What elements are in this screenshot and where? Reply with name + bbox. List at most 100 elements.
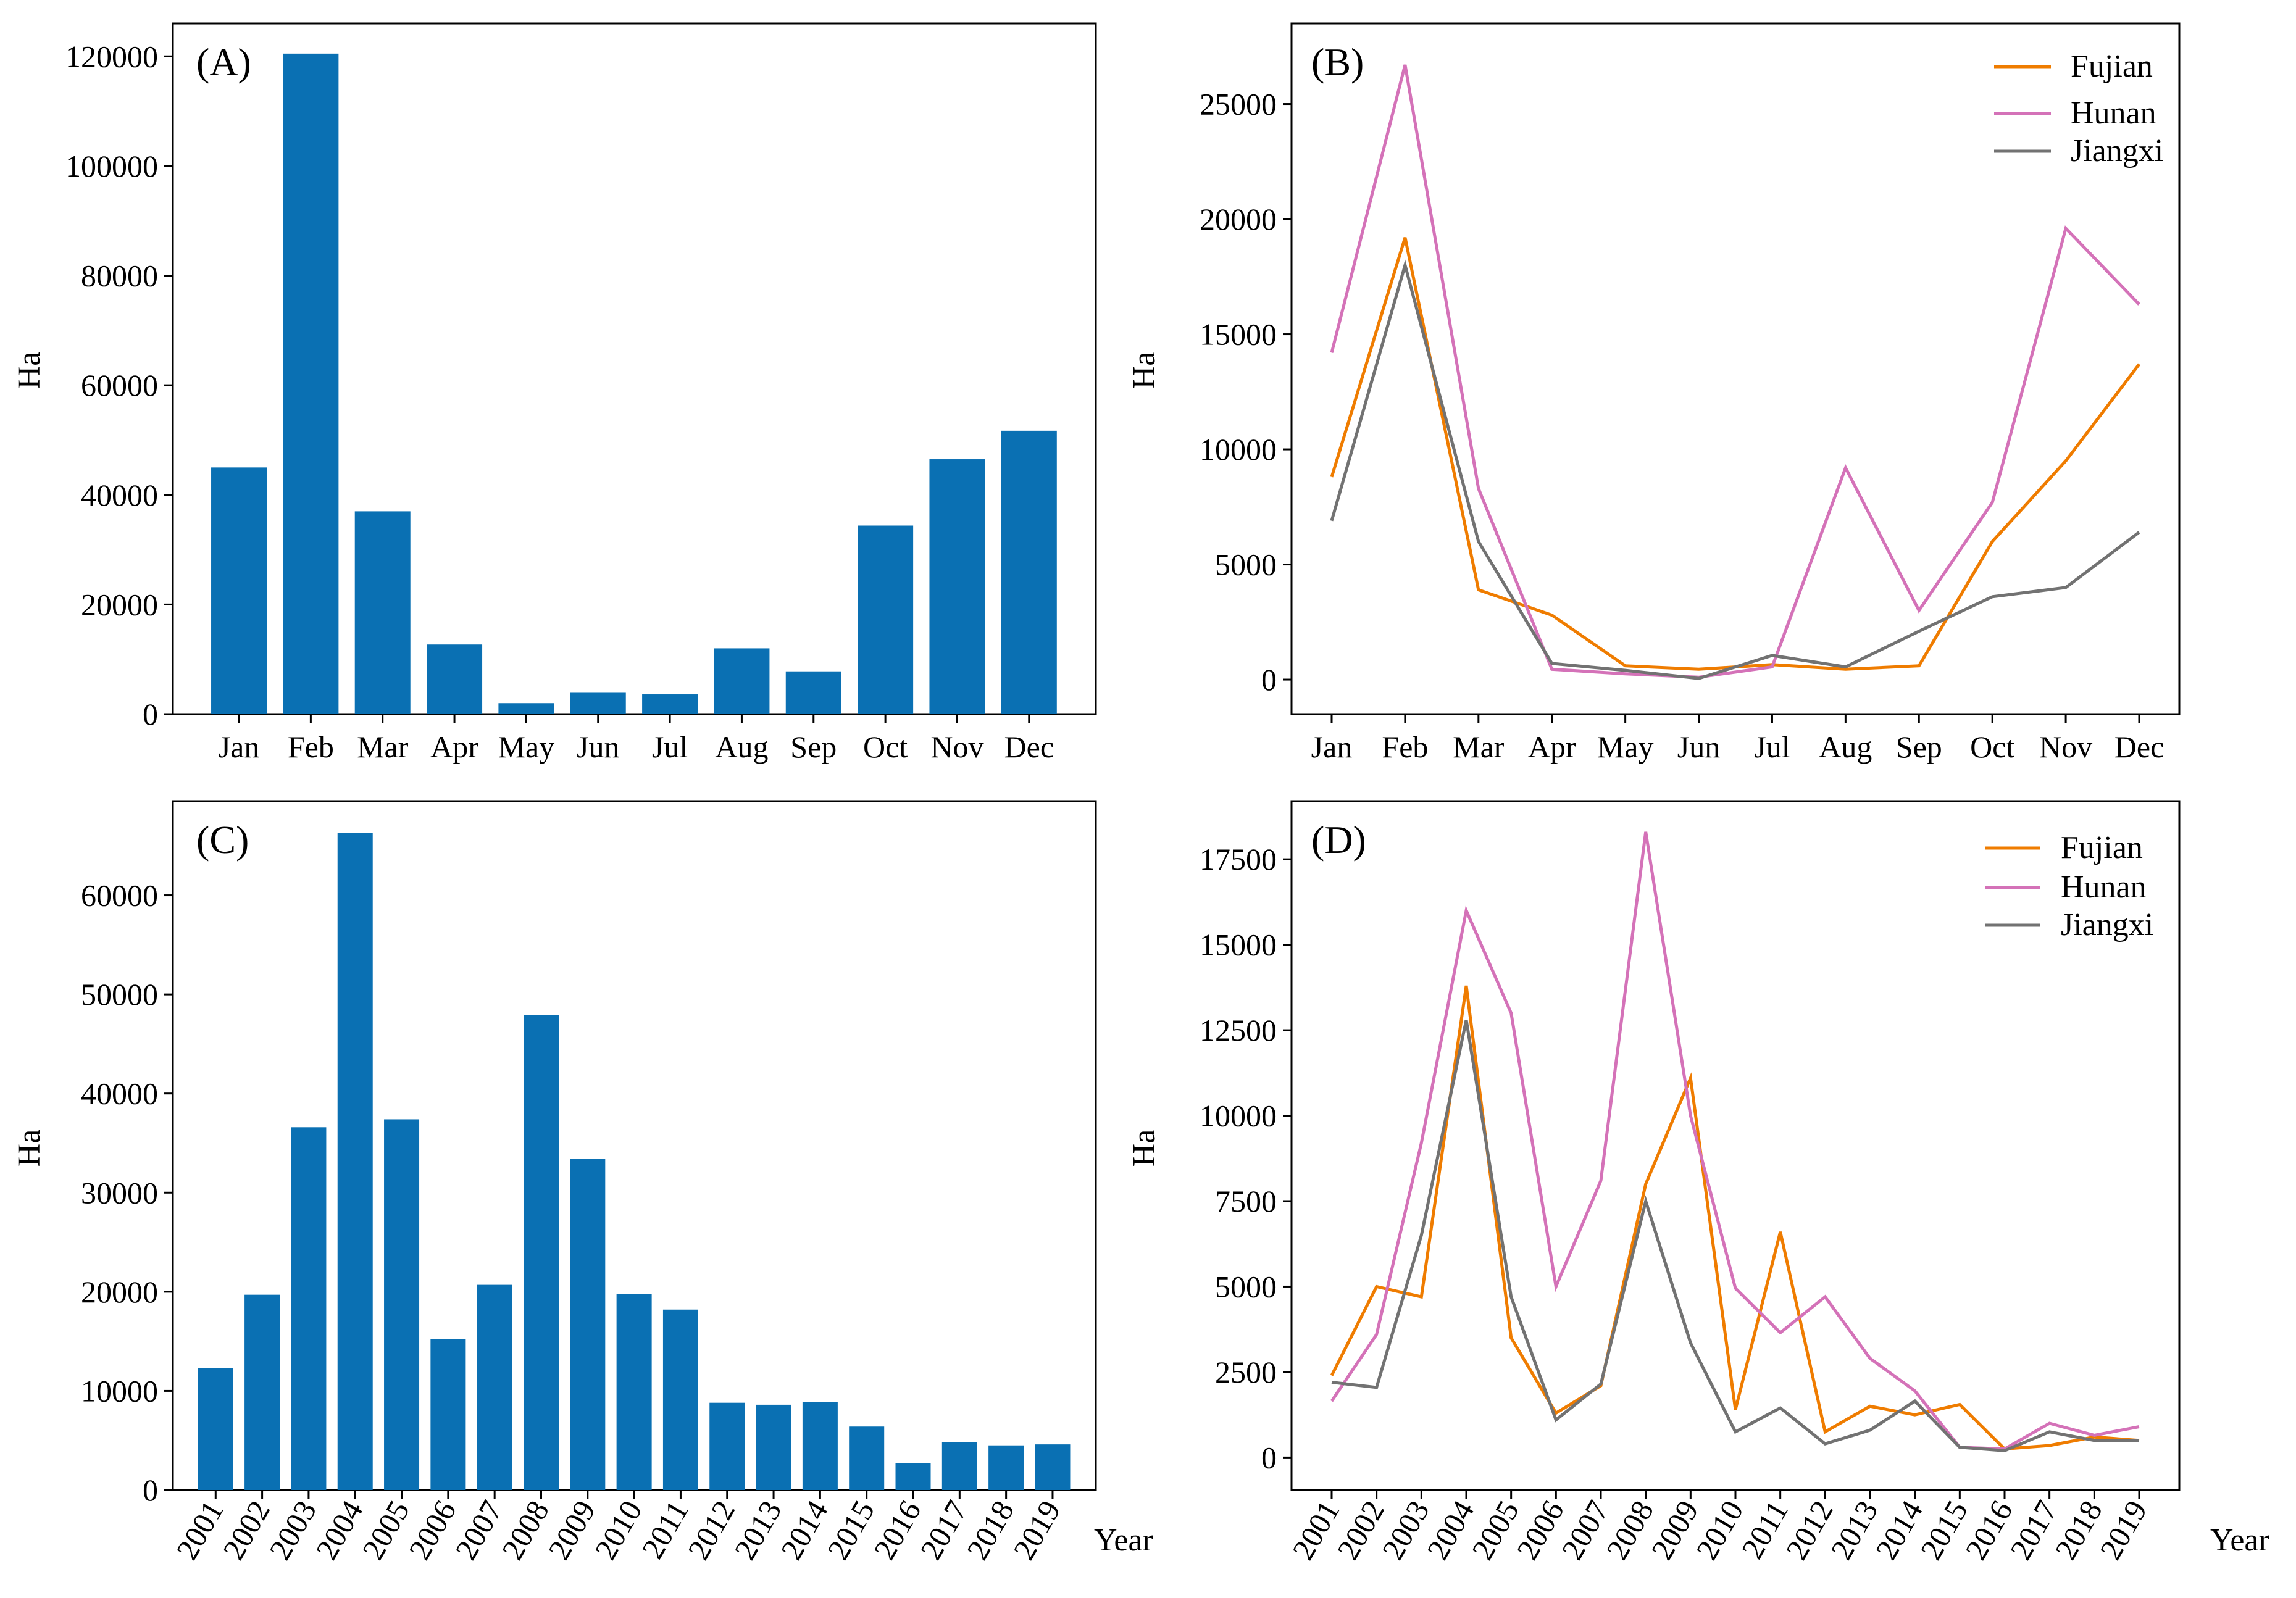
panel-c-bar-2019 [1035,1444,1071,1490]
panel-c-plot: 0100002000030000400005000060000200120022… [81,833,1071,1566]
panel-c-xtick-label: 2002 [216,1495,277,1566]
panel-b-xtick-label: Aug [1819,730,1872,764]
panel-c-xtick-label: 2017 [913,1495,974,1566]
panel-a-bar-Nov [929,459,985,714]
legend-d-jiangxi: Jiangxi [2061,907,2153,943]
panel-c-ytick-label: 0 [143,1473,158,1507]
panel-c-bar-2010 [616,1294,652,1490]
panel-a-ytick-label: 60000 [81,368,158,402]
panel-d-xtick-label: 2006 [1509,1495,1570,1566]
panel-b-ytick-label: 20000 [1200,202,1277,236]
panel-b-ytick-label: 5000 [1215,547,1277,582]
panel-d-ytick-label: 0 [1261,1440,1277,1475]
panel-d-plot: 0250050007500100001250015000175002001200… [1200,831,2154,1566]
panel-a-bar-Jan [211,467,267,714]
panel-d-xtick-label: 2016 [1958,1495,2019,1566]
panel-c-xtick-label: 2004 [309,1495,369,1566]
panel-b-series-hunan [1330,64,2140,679]
panel-d-xtick-label: 2010 [1689,1495,1750,1566]
panel-c-ylabel: Ha [12,1130,47,1167]
panel-a-ytick-label: 40000 [81,478,158,512]
panel-c-xtick-label: 2019 [1006,1495,1067,1566]
panel-a-bar-Aug [714,648,770,714]
panel-a-bar-Jul [642,694,698,714]
panel-a-xtick-label: Jul [652,730,688,764]
panel-a-xtick-label: Nov [930,730,983,764]
panel-d-series-fujian [1330,985,2140,1451]
panel-c-xtick-label: 2015 [820,1495,881,1566]
panel-a-ytick-label: 20000 [81,587,158,622]
panel-a-bar-Mar [354,511,411,714]
panel-c-xtick-label: 2007 [448,1495,509,1566]
panel-a-xtick-label: Feb [288,730,334,764]
panel-a-xtick-label: Mar [357,730,409,764]
panel-a-bar-Apr [427,644,483,714]
panel-c-bar-2018 [988,1445,1024,1490]
panel-d-xtick-label: 2009 [1644,1495,1705,1566]
panel-a-ytick-label: 0 [143,697,158,731]
panel-a-xtick-label: May [498,730,555,764]
panel-b-xtick-label: Feb [1382,730,1428,764]
legend-d-fujian: Fujian [2061,830,2143,865]
panel-c-xtick-label: 2005 [356,1495,416,1566]
panel-c-bar-2004 [337,833,373,1490]
panel-b-xtick-label: Mar [1453,730,1505,764]
panel-d-xtick-label: 2014 [1869,1495,1929,1566]
legend-b-jiangxi: Jiangxi [2071,133,2163,169]
panel-c-bar-2002 [244,1294,280,1490]
panel-a-ytick-label: 80000 [81,259,158,293]
panel-c-label: (C) [196,818,249,862]
panel-b-legend: Fujian Hunan Jiangxi [1994,49,2163,169]
panel-d-ytick-label: 2500 [1215,1355,1277,1389]
panel-b-xtick-label: May [1597,730,1654,764]
panel-c-xtick-label: 2012 [681,1495,741,1566]
panel-d-xtick-label: 2005 [1465,1495,1526,1566]
panel-c-ytick-label: 10000 [81,1373,158,1408]
panel-b-series-jiangxi [1330,259,2140,680]
panel-a: (A) Ha 0 20000 40000 60000 80000 100000 120000… [12,22,1097,764]
panel-d-series-jiangxi [1331,1019,2139,1452]
panel-c-ytick-label: 40000 [81,1076,158,1111]
panel-d-xtick-label: 2018 [2048,1495,2108,1566]
panel-d-series-hunan [1330,831,2140,1451]
panel-c-bar-2011 [662,1309,698,1490]
panel-d-label: (D) [1311,818,1366,862]
panel-b-xtick-label: Oct [1970,730,2014,764]
panel-d-ytick-label: 17500 [1200,842,1277,876]
panel-c-bar-2009 [570,1159,606,1490]
panel-c-xtick-label: 2009 [541,1495,602,1566]
panel-c-ytick-label: 30000 [81,1175,158,1210]
panel-a-xtick-label: Jan [219,730,260,764]
panel-c-bar-2012 [709,1402,745,1490]
panel-c-bar-2001 [198,1368,233,1490]
panel-c-bar-2007 [477,1284,512,1490]
panel-a-xtick-label: Jun [577,730,619,764]
legend-b-fujian: Fujian [2071,49,2153,84]
panel-b-xtick-label: Dec [2114,730,2165,764]
legend-b-hunan: Hunan [2071,96,2156,131]
panel-c-bar-2013 [756,1404,791,1490]
panel-a-xtick-label: Oct [863,730,908,764]
panel-d-xlabel: Year [2210,1523,2269,1558]
panel-c-ytick-label: 50000 [81,977,158,1012]
panel-c-xtick-label: 2011 [635,1495,695,1565]
panel-a-xtick-label: Aug [715,730,768,764]
panel-d-ytick-label: 7500 [1215,1184,1277,1218]
panel-a-xtick-label: Apr [430,730,478,764]
panel-c-ytick-label: 60000 [81,878,158,913]
panel-c-bar-2015 [849,1426,885,1490]
panel-d-ytick-label: 5000 [1215,1269,1277,1304]
panel-d-xtick-label: 2008 [1600,1495,1660,1566]
panel-c-bar-2016 [895,1463,931,1490]
panel-d-xtick-label: 2007 [1555,1495,1615,1566]
panel-b-ytick-label: 25000 [1200,87,1277,122]
panel-c-xtick-label: 2006 [402,1495,462,1566]
panel-a-xtick-label: Dec [1004,730,1054,764]
panel-d-ytick-label: 15000 [1200,928,1277,962]
panel-a-plot: 0 20000 40000 60000 80000 100000 120000 Jan Feb M… [65,39,1057,764]
panel-a-bar-Feb [283,53,339,715]
panel-c-bar-2003 [291,1127,327,1490]
panel-a-frame [172,22,1097,715]
panel-d: (D) Ha Year 0 2500 5000 7500 10000 12500 15000… [1127,800,2269,1566]
panel-b-series-fujian [1330,237,2140,671]
